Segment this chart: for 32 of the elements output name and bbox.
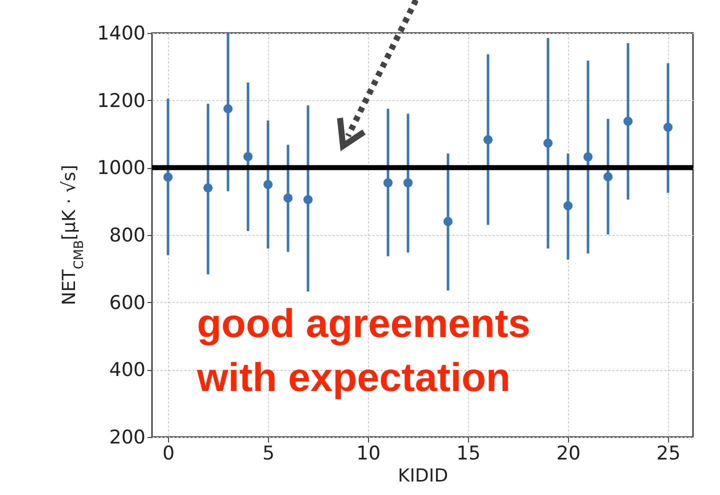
point	[303, 195, 313, 204]
y-tick-label: 400	[109, 359, 146, 382]
point	[243, 152, 253, 162]
point	[603, 172, 613, 182]
point	[483, 135, 493, 144]
y-tick-label: 200	[109, 426, 146, 448]
point	[283, 193, 293, 203]
x-tick-label: 20	[556, 442, 581, 464]
y-tick-label: 1000	[97, 157, 146, 180]
x-tick-label: 15	[456, 442, 481, 464]
x-tick-label: 0	[162, 442, 175, 464]
point	[223, 104, 233, 114]
y-tick-label: 1400	[97, 22, 146, 44]
annotation: good agreements with expectation	[196, 302, 530, 400]
y-tick-label: 1200	[97, 90, 146, 112]
point	[443, 216, 453, 226]
x-tick-label: 10	[356, 442, 381, 464]
point	[563, 201, 573, 210]
point	[583, 152, 593, 162]
x-tick-label: 5	[262, 442, 275, 464]
point	[263, 180, 273, 190]
point	[663, 122, 673, 132]
x-tick-label: 25	[656, 442, 681, 464]
point	[403, 178, 413, 188]
point	[203, 183, 213, 192]
x-axis-title: KIDID	[398, 466, 448, 486]
y-tick-label: 800	[109, 224, 146, 246]
point	[383, 178, 393, 188]
y-tick-label: 600	[109, 292, 146, 314]
point	[543, 138, 553, 148]
point	[623, 116, 633, 126]
point	[163, 172, 173, 182]
